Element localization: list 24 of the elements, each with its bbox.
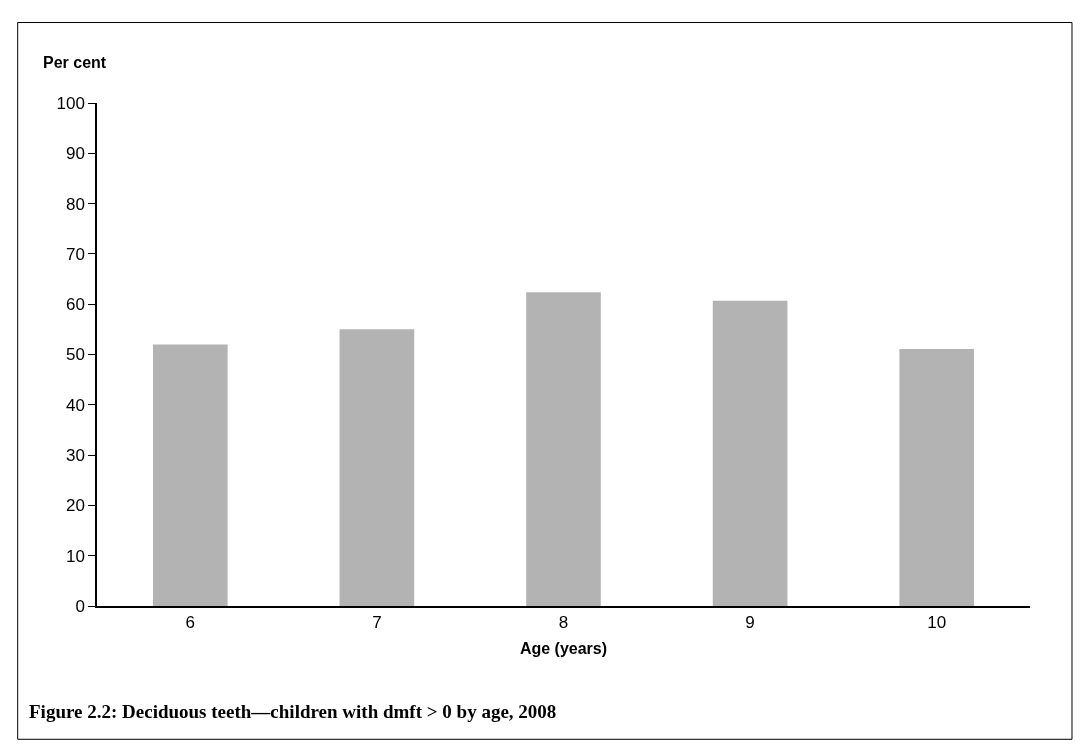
- y-tick-label: 10: [65, 546, 85, 566]
- y-tick-label: 100: [56, 93, 85, 113]
- x-tick-label: 7: [372, 613, 382, 633]
- y-tick-label: 40: [65, 395, 85, 415]
- y-tick-label: 30: [65, 446, 85, 466]
- x-tick-label: 9: [745, 613, 755, 633]
- y-tick-label: 90: [65, 144, 85, 164]
- y-tick-label: 70: [65, 244, 85, 264]
- y-tick-label: 0: [75, 596, 85, 616]
- y-tick-label: 80: [65, 194, 85, 214]
- bar: [526, 292, 601, 606]
- y-tick-label: 60: [65, 295, 85, 315]
- bar: [339, 329, 415, 606]
- x-tick-label: 8: [558, 613, 569, 633]
- x-axis-title: Age (years): [519, 640, 608, 658]
- bar: [712, 300, 788, 606]
- y-axis-title: Per cent: [43, 54, 107, 71]
- y-tick-label: 50: [65, 345, 85, 365]
- x-tick-label: 10: [927, 613, 947, 633]
- y-tick-label: 20: [65, 496, 85, 516]
- caption: Figure 2.2: Deciduous teeth—children with dmft > 0 by age, 2008: [29, 701, 557, 722]
- x-tick-label: 6: [185, 613, 196, 633]
- bar: [899, 348, 975, 606]
- bar: [152, 344, 228, 606]
